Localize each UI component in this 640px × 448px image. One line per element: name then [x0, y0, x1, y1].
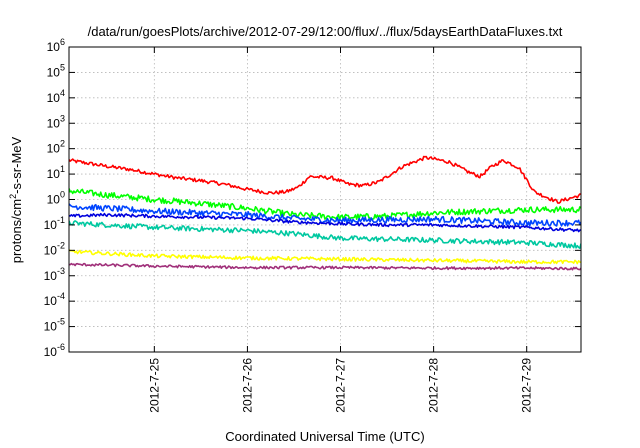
series-line-3 — [69, 203, 581, 227]
y-tick-label: 100 — [47, 190, 65, 207]
x-tick-label: 2012-7-28 — [427, 358, 441, 413]
y-tick-label: 10-2 — [44, 240, 65, 257]
series-line-0 — [69, 155, 581, 204]
y-tick-label: 103 — [47, 113, 65, 130]
axes — [68, 46, 582, 353]
y-tick-label: 106 — [47, 37, 65, 54]
y-axis-label-pre: protons/cm — [9, 199, 24, 263]
series-line-6 — [69, 262, 581, 271]
x-tick-labels: 2012-7-25 2012-7-26 2012-7-27 2012-7-28 2012… — [147, 358, 533, 413]
y-tick-label: 105 — [47, 62, 65, 79]
series-line-1 — [69, 188, 581, 221]
series-line-2 — [69, 220, 581, 249]
y-axis-label: protons/cm2-s-sr-MeV — [8, 136, 24, 263]
y-tick-label: 10-1 — [44, 215, 65, 232]
y-axis-label-post: -s-sr-MeV — [9, 136, 24, 193]
x-tick-label: 2012-7-29 — [520, 358, 534, 413]
series-layer — [69, 155, 581, 271]
y-tick-labels: 10-6 10-5 10-4 10-3 10-2 10-1 100 101 102 103 104 1… — [44, 37, 65, 359]
chart-title: /data/run/goesPlots/archive/2012-07-29/1… — [88, 24, 563, 39]
y-tick-label: 10-5 — [44, 317, 65, 334]
x-axis-label: Coordinated Universal Time (UTC) — [225, 429, 424, 444]
y-axis-label-sup: 2 — [8, 194, 18, 199]
y-tick-label: 102 — [47, 139, 65, 156]
y-tick-label: 101 — [47, 164, 65, 181]
series-line-4 — [69, 212, 581, 233]
y-tick-label: 104 — [47, 88, 65, 105]
grid-lines — [69, 47, 581, 352]
x-tick-label: 2012-7-27 — [334, 358, 348, 413]
series-line-5 — [69, 249, 581, 265]
y-tick-label: 10-4 — [44, 291, 65, 308]
y-tick-label: 10-6 — [44, 342, 65, 359]
x-tick-label: 2012-7-26 — [240, 358, 254, 413]
y-tick-label: 10-3 — [44, 266, 65, 283]
plot-frame — [68, 46, 582, 353]
x-tick-label: 2012-7-25 — [147, 358, 161, 413]
